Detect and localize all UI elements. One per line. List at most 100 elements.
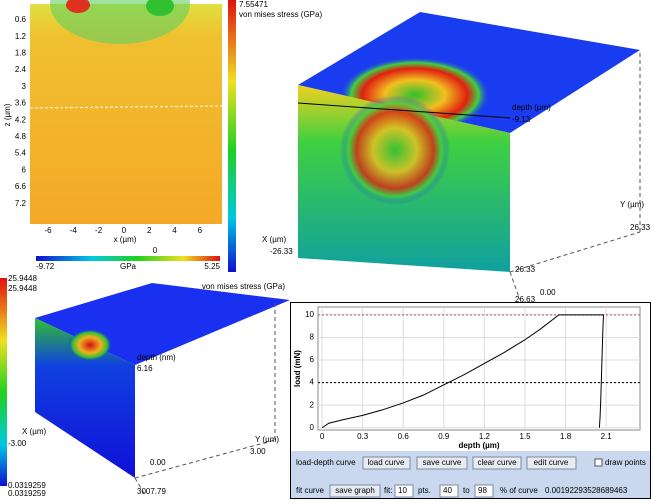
origin: 0.00 (540, 288, 556, 297)
depth-end: 3007.79 (137, 487, 166, 496)
spinbox-value[interactable]: 10 (398, 486, 407, 495)
y-tick-label: 10 (305, 310, 314, 319)
contour-region (146, 0, 174, 16)
x-label: X (µm) (262, 235, 286, 244)
button-label[interactable]: edit curve (534, 458, 569, 467)
depth-value: -9.13 (512, 115, 531, 124)
button-label[interactable]: load curve (368, 458, 405, 467)
colorbar-max: 5.25 (204, 262, 220, 271)
x-tick-label: -4 (70, 226, 78, 235)
checkbox[interactable] (594, 458, 603, 467)
x-axis-label: x (µm) (114, 235, 137, 244)
y-tick-label: 8 (310, 333, 315, 342)
cube-front-face (35, 318, 135, 478)
y-tick-label: 1.2 (15, 32, 27, 41)
y-tick-label: 3 (22, 82, 27, 91)
cube-axis (509, 50, 641, 301)
y-label: Y (µm) (255, 435, 279, 444)
depth-label: depth (µm) (512, 103, 551, 112)
origin: 0.00 (150, 458, 166, 467)
x-tick-label: 4 (172, 226, 177, 235)
x-tick-label: 1.2 (479, 432, 491, 441)
button[interactable]: load curve (362, 456, 411, 470)
button-label[interactable]: save curve (423, 458, 462, 467)
row-label: load-depth curve (296, 458, 356, 467)
colorbar-max: 25.9448 (8, 284, 37, 293)
spinbox[interactable]: 40 (439, 484, 459, 498)
percent-label: % of curve (500, 486, 538, 495)
y-axis-label: z (µm) (3, 103, 12, 126)
depth-value: 6.16 (137, 364, 153, 373)
x-value: -3.00 (8, 439, 27, 448)
depth-label: depth (nm) (137, 353, 176, 362)
y-tick-label: 0 (310, 423, 315, 432)
x-label: X (µm) (22, 427, 46, 436)
y-tick-label: 6.6 (15, 182, 27, 191)
spinbox-value[interactable]: 98 (478, 486, 487, 495)
x-tick-label: 6 (198, 226, 203, 235)
y-label: Y (µm) (620, 200, 644, 209)
x-tick-label: 1.5 (519, 432, 531, 441)
x-tick-label: 2.1 (601, 432, 613, 441)
spinbox[interactable]: 10 (394, 484, 414, 498)
y-tick-label: 3.6 (15, 99, 27, 108)
button-label[interactable]: save graph (335, 486, 375, 495)
x-tick-label: -6 (44, 226, 52, 235)
depth-plane (297, 102, 511, 119)
x-tick-label: 2 (147, 226, 152, 235)
colorbar-min: 0.0319259 (8, 481, 46, 490)
stress-region (68, 329, 112, 361)
x-tick-label: 0.3 (357, 432, 369, 441)
button-label[interactable]: clear curve (477, 458, 517, 467)
y-tick-label: 4.2 (15, 115, 27, 124)
x-value: -26.33 (270, 247, 293, 256)
x-tick-label: -2 (95, 226, 103, 235)
row-label: fit curve (296, 486, 325, 495)
y-tick-label: 2.4 (15, 65, 27, 74)
button[interactable]: save curve (416, 456, 468, 470)
y-tick-label: 6 (310, 355, 315, 364)
to-label: to (463, 486, 470, 495)
y-tick-label: 4.8 (15, 132, 27, 141)
y-tick-label: 6 (22, 165, 27, 174)
y-tick-label: 2 (310, 400, 315, 409)
y-tick-label: 7.2 (15, 199, 27, 208)
colorbar-unit: GPa (120, 262, 137, 271)
x-tick-label: 0 (122, 226, 127, 235)
interface-line (29, 105, 223, 109)
x-tick-label: 0.6 (398, 432, 410, 441)
checkbox-label[interactable]: draw points (605, 458, 646, 467)
colorbar-min: -9.72 (36, 262, 55, 271)
pts-label: pts. (418, 486, 431, 495)
spinbox[interactable]: 98 (474, 484, 494, 498)
data-line (321, 314, 604, 429)
spinbox-value[interactable]: 40 (443, 486, 452, 495)
y-tick-label: 0.6 (15, 15, 27, 24)
stress-colorbar (0, 278, 7, 486)
plot-area (317, 306, 641, 431)
x-end: 26.63 (515, 295, 536, 304)
colorbar-max: 25.9448 (8, 274, 37, 283)
cube-axis (134, 300, 276, 496)
colorbar (36, 256, 220, 261)
fit-result: 0.00192293528689463 (545, 486, 628, 495)
colorbar-max: 7.55471 (239, 0, 268, 9)
button[interactable]: save graph (329, 484, 381, 498)
x-tick-label: 0 (320, 432, 325, 441)
fit-label: fit: (384, 486, 392, 495)
x-tick-label: 1.8 (560, 432, 572, 441)
contour-region (66, 0, 90, 13)
colorbar-min: 0.0319259 (8, 489, 46, 498)
y-value: 26.33 (515, 265, 536, 274)
y-value: 3.00 (250, 447, 266, 456)
x-tick-label: 0.9 (438, 432, 450, 441)
colorbar-label: von mises stress (GPa) (202, 282, 285, 291)
y-tick-label: 5.4 (15, 149, 27, 158)
y-axis-label: load (mN) (293, 350, 302, 387)
button[interactable]: edit curve (526, 456, 577, 470)
button[interactable]: clear curve (472, 456, 522, 470)
colorbar-label: von mises stress (GPa) (239, 10, 322, 19)
y-tick-label: 1.8 (15, 49, 27, 58)
